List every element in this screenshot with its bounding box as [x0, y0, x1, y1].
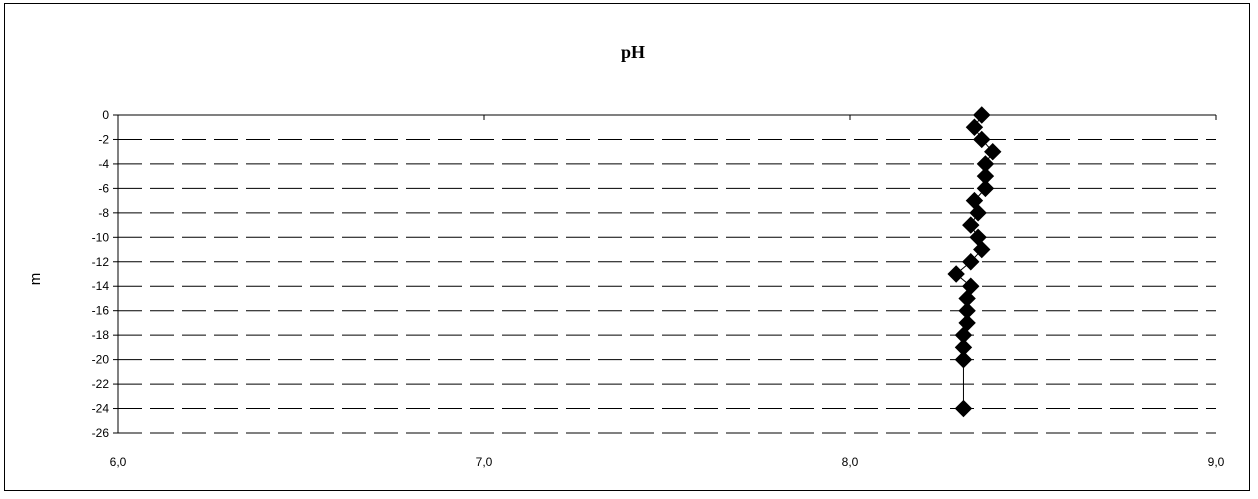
- x-tick-label: 8,0: [842, 455, 859, 469]
- grid: [118, 138, 1216, 434]
- y-tick-label: -4: [98, 157, 109, 171]
- data-point: [962, 253, 980, 271]
- y-tick-label: -2: [98, 132, 109, 146]
- data-point: [973, 130, 991, 149]
- data-point: [954, 399, 973, 418]
- data-point: [976, 179, 995, 198]
- data-point: [947, 265, 965, 283]
- y-tick-label: -22: [92, 377, 110, 391]
- y-tick-label: -26: [92, 426, 110, 440]
- chart-title: pH: [621, 42, 645, 62]
- data-point: [965, 118, 984, 136]
- y-tick-label: -6: [98, 181, 109, 195]
- y-tick-labels: 0 -2 -4 -6 -8 -10 -12 -14 -16 -18 -20 -22 -24 -26: [92, 108, 110, 440]
- y-axis-label: m: [27, 273, 44, 286]
- data-point: [962, 216, 980, 234]
- chart-frame: [4, 3, 1250, 491]
- y-tick-label: -18: [92, 328, 110, 342]
- y-tick-label: -20: [92, 353, 110, 367]
- axes: [113, 114, 1217, 434]
- y-tick-label: -10: [92, 230, 110, 244]
- y-tick-label: -8: [98, 206, 109, 220]
- x-tick-label: 9,0: [1208, 455, 1225, 469]
- y-tick-label: -14: [92, 279, 110, 293]
- y-tick-label: -12: [92, 255, 110, 269]
- x-tick-labels: 6,0 7,0 8,0 9,0: [110, 455, 1225, 469]
- data-point: [973, 240, 991, 259]
- x-tick-label: 7,0: [476, 455, 493, 469]
- y-tick-label: 0: [102, 108, 109, 122]
- y-tick-label: -24: [92, 402, 110, 416]
- data-point: [969, 204, 987, 222]
- data-point: [973, 106, 991, 124]
- x-tick-label: 6,0: [110, 455, 127, 469]
- series-ph: [947, 106, 1002, 418]
- data-point: [954, 350, 973, 369]
- y-tick-label: -16: [92, 304, 110, 318]
- data-point: [984, 142, 1002, 161]
